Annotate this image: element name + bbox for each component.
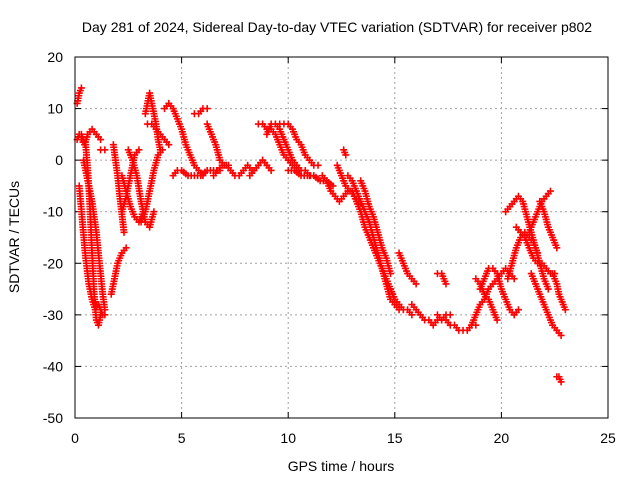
- y-tick-label: -40: [43, 358, 63, 374]
- data-point: [122, 244, 130, 252]
- data-point: [514, 306, 522, 314]
- data-point: [101, 146, 109, 154]
- data-point: [135, 146, 143, 154]
- data-point: [510, 275, 518, 283]
- data-point: [557, 331, 565, 339]
- data-point: [120, 228, 128, 236]
- data-point: [150, 208, 158, 216]
- x-tick-label: 0: [71, 430, 79, 446]
- y-tick-label: -20: [43, 255, 63, 271]
- plot-frame: [74, 56, 609, 419]
- data-point: [408, 311, 416, 319]
- x-tick-label: 5: [178, 430, 186, 446]
- data-point: [446, 311, 454, 319]
- data-point: [77, 84, 85, 92]
- data-point: [203, 105, 211, 113]
- data-point: [101, 311, 109, 319]
- data-point: [557, 378, 565, 386]
- chart-title: Day 281 of 2024, Sidereal Day-to-day VTE…: [82, 19, 592, 35]
- data-point: [156, 146, 164, 154]
- x-tick-label: 10: [280, 430, 296, 446]
- y-axis-label: SDTVAR / TECUs: [6, 181, 22, 293]
- x-axis-label: GPS time / hours: [288, 458, 395, 474]
- x-tick-label: 20: [494, 430, 510, 446]
- y-tick-label: -10: [43, 204, 63, 220]
- data-point: [412, 280, 420, 288]
- data-point: [534, 249, 542, 257]
- grid: [75, 57, 608, 418]
- data-points: [73, 84, 569, 386]
- data-point: [165, 141, 173, 149]
- data-point: [387, 270, 395, 278]
- data-point: [493, 316, 501, 324]
- y-tick-label: 0: [55, 152, 63, 168]
- y-tick-label: 20: [47, 49, 63, 65]
- data-point: [442, 280, 450, 288]
- data-point: [553, 244, 561, 252]
- data-point: [546, 187, 554, 195]
- data-point: [314, 161, 322, 169]
- data-point: [342, 151, 350, 159]
- data-point: [544, 285, 552, 293]
- x-tick-label: 15: [387, 430, 403, 446]
- data-point: [561, 306, 569, 314]
- x-tick-label: 25: [600, 430, 616, 446]
- data-point: [97, 136, 105, 144]
- data-point: [267, 166, 275, 174]
- y-tick-label: 10: [47, 101, 63, 117]
- y-tick-label: -50: [43, 410, 63, 426]
- y-tick-label: -30: [43, 307, 63, 323]
